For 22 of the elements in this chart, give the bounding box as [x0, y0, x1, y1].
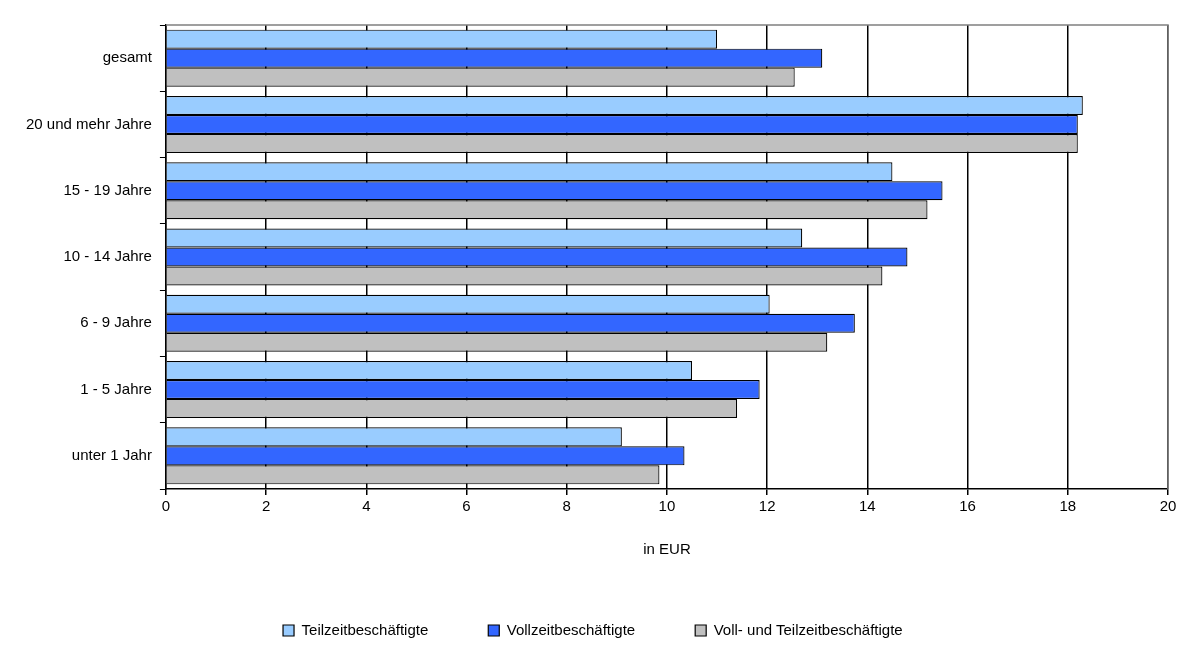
legend-label: Vollzeitbeschäftigte: [506, 620, 636, 638]
legend-label: Teilzeitbeschäftigte: [301, 620, 429, 638]
legend-label: Voll- und Teilzeitbeschäftigte: [713, 620, 903, 638]
x-tick-label: 2: [261, 497, 271, 515]
x-tick-label: 0: [161, 497, 171, 515]
x-tick-label: 6: [462, 497, 471, 515]
x-tick-label: 20: [1159, 497, 1177, 515]
y-tick-label: 1 - 5 Jahre: [80, 379, 152, 397]
y-tick-label: gesamt: [102, 48, 153, 66]
y-tick-label: 6 - 9 Jahre: [80, 313, 152, 331]
x-tick-label: 18: [1059, 497, 1077, 515]
x-tick-label: 16: [959, 497, 976, 515]
x-tick-label: 10: [658, 497, 676, 515]
x-tick-label: 8: [562, 497, 571, 515]
x-tick-label: 4: [362, 497, 371, 515]
y-tick-label: 10 - 14 Jahre: [63, 247, 152, 265]
y-tick-label: 20 und mehr Jahre: [25, 114, 152, 132]
x-axis-title: in EUR: [643, 540, 691, 558]
y-tick-label: 15 - 19 Jahre: [63, 180, 152, 198]
y-tick-label: unter 1 Jahr: [71, 446, 152, 463]
x-tick-label: 14: [859, 497, 876, 515]
x-tick-label: 12: [758, 497, 776, 515]
